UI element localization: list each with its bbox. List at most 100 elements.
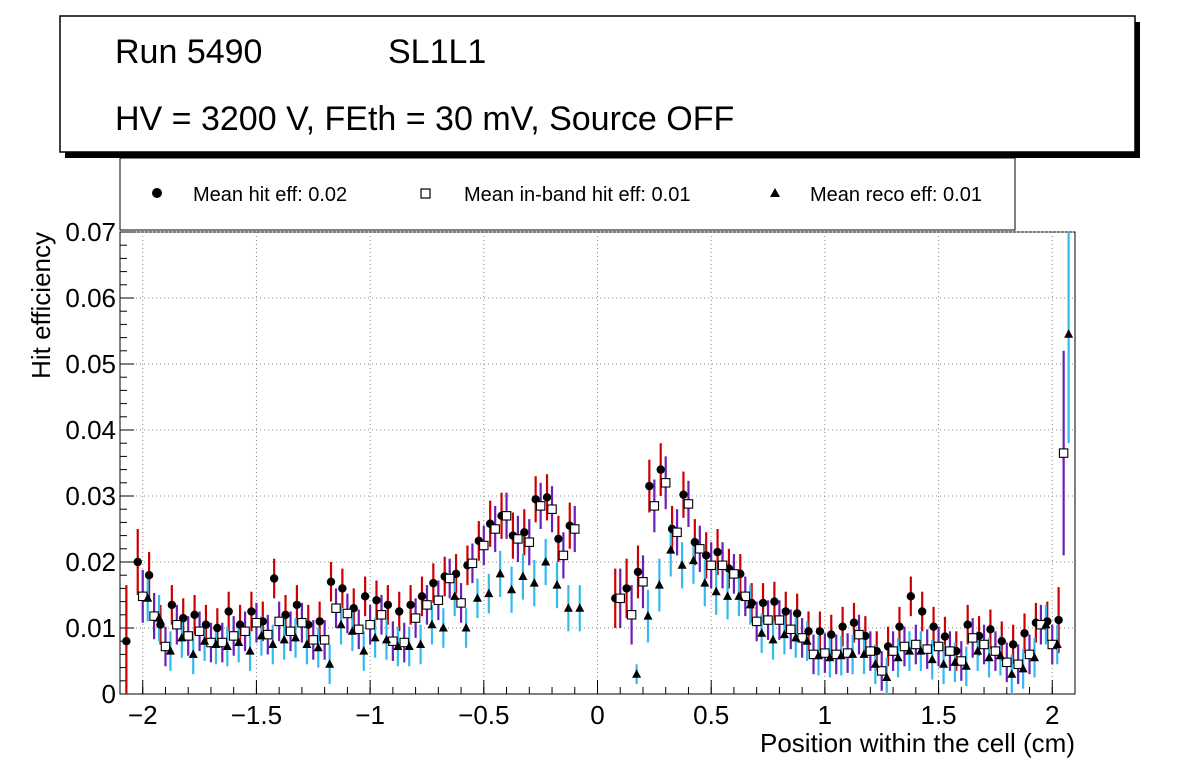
title-box: Run 5490 SL1L1 HV = 3200 V, FEth = 30 mV… [59,15,1140,158]
reco-point [723,591,733,600]
reco-point [1018,663,1028,673]
legend-inband-label: Mean in-band hit eff: 0.01 [464,184,690,206]
inband-point [888,646,898,656]
inband-point [365,619,375,630]
reco-point [791,632,801,642]
y-axis-label: Hit efficiency [26,232,56,379]
inband-point [342,608,353,619]
x-tick-label: 1.5 [920,700,956,730]
reco-point [643,611,653,620]
reco-point [370,632,380,642]
data-series [122,232,1074,694]
x-tick-label: −2 [128,700,158,730]
hit-point [929,622,938,631]
inband-point [285,626,296,637]
reco-point [484,588,494,598]
reco-point [814,650,824,660]
inband-point [263,629,273,640]
inband-point [456,598,466,608]
inband-point [865,646,876,656]
inband-point [956,656,967,666]
reco-point [416,639,426,648]
reco-point [870,659,880,668]
hit-point [1020,629,1029,638]
x-tick-label: −1.5 [231,700,282,730]
y-tick-label: 0.05 [65,349,116,379]
hit-point [781,607,790,616]
x-tick-label: 2 [1045,700,1059,730]
inband-point [444,573,455,584]
hit-point [417,592,427,601]
hit-point [622,584,631,593]
reco-point [256,630,266,640]
reco-point [495,568,505,578]
inband-point [786,624,796,635]
y-tick-label: 0.04 [65,415,116,445]
reco-point [450,591,460,600]
hit-point [895,622,904,631]
inband-point [967,633,978,643]
inband-point [854,629,864,640]
reco-point [154,613,164,622]
inband-point [217,637,228,648]
reco-point [700,578,710,587]
reco-point [711,586,721,596]
legend-hit-marker [152,188,162,198]
inband-point [524,537,535,547]
reco-point [563,603,573,612]
hit-point [918,607,927,616]
hit-point [633,567,643,577]
hit-point [827,630,836,639]
reco-point [245,646,255,655]
inband-point [933,641,944,652]
reco-point [529,578,539,587]
legend: Mean hit eff: 0.02 Mean in-band hit eff:… [119,157,1016,231]
reco-point [973,646,983,655]
inband-point [820,648,830,658]
reco-point [882,672,892,681]
reco-point [802,636,812,645]
reco-point [688,555,698,565]
inband-point [513,534,523,544]
inband-point [547,504,557,514]
reco-point [404,641,414,650]
legend-inband-marker [420,188,431,199]
reco-point [347,626,357,635]
inband-point [945,646,955,656]
hit-point [940,632,950,641]
reco-point [677,560,687,569]
conditions-label: HV = 3200 V, FEth = 30 mV, Source OFF [115,100,734,138]
hit-point [1008,640,1018,649]
inband-point [751,616,762,627]
x-tick-label: 0 [590,700,604,730]
hit-point [758,598,768,608]
reco-point [859,649,869,658]
inband-point [297,617,307,628]
hit-point [1054,615,1063,625]
inband-point [558,550,569,561]
inband-point [240,626,250,637]
hit-point [542,493,552,502]
reco-point [825,652,835,662]
hit-point [645,481,654,491]
reco-point [279,634,289,644]
inband-point [990,646,1001,656]
reco-point [222,641,232,650]
reco-point [848,649,858,658]
reco-point [654,580,664,589]
y-tick-label: 0.07 [65,217,116,247]
hit-point [144,571,154,580]
hit-point [554,534,563,544]
inband-point [774,615,785,625]
reco-point [291,632,301,642]
reco-point [302,639,312,648]
inband-point [388,636,398,646]
hit-point [429,578,438,588]
inband-point [615,593,625,604]
reco-point [165,646,175,655]
x-tick-label: −0.5 [458,700,509,730]
reco-point [779,629,789,639]
hit-point [269,574,279,583]
hit-point [383,600,393,610]
